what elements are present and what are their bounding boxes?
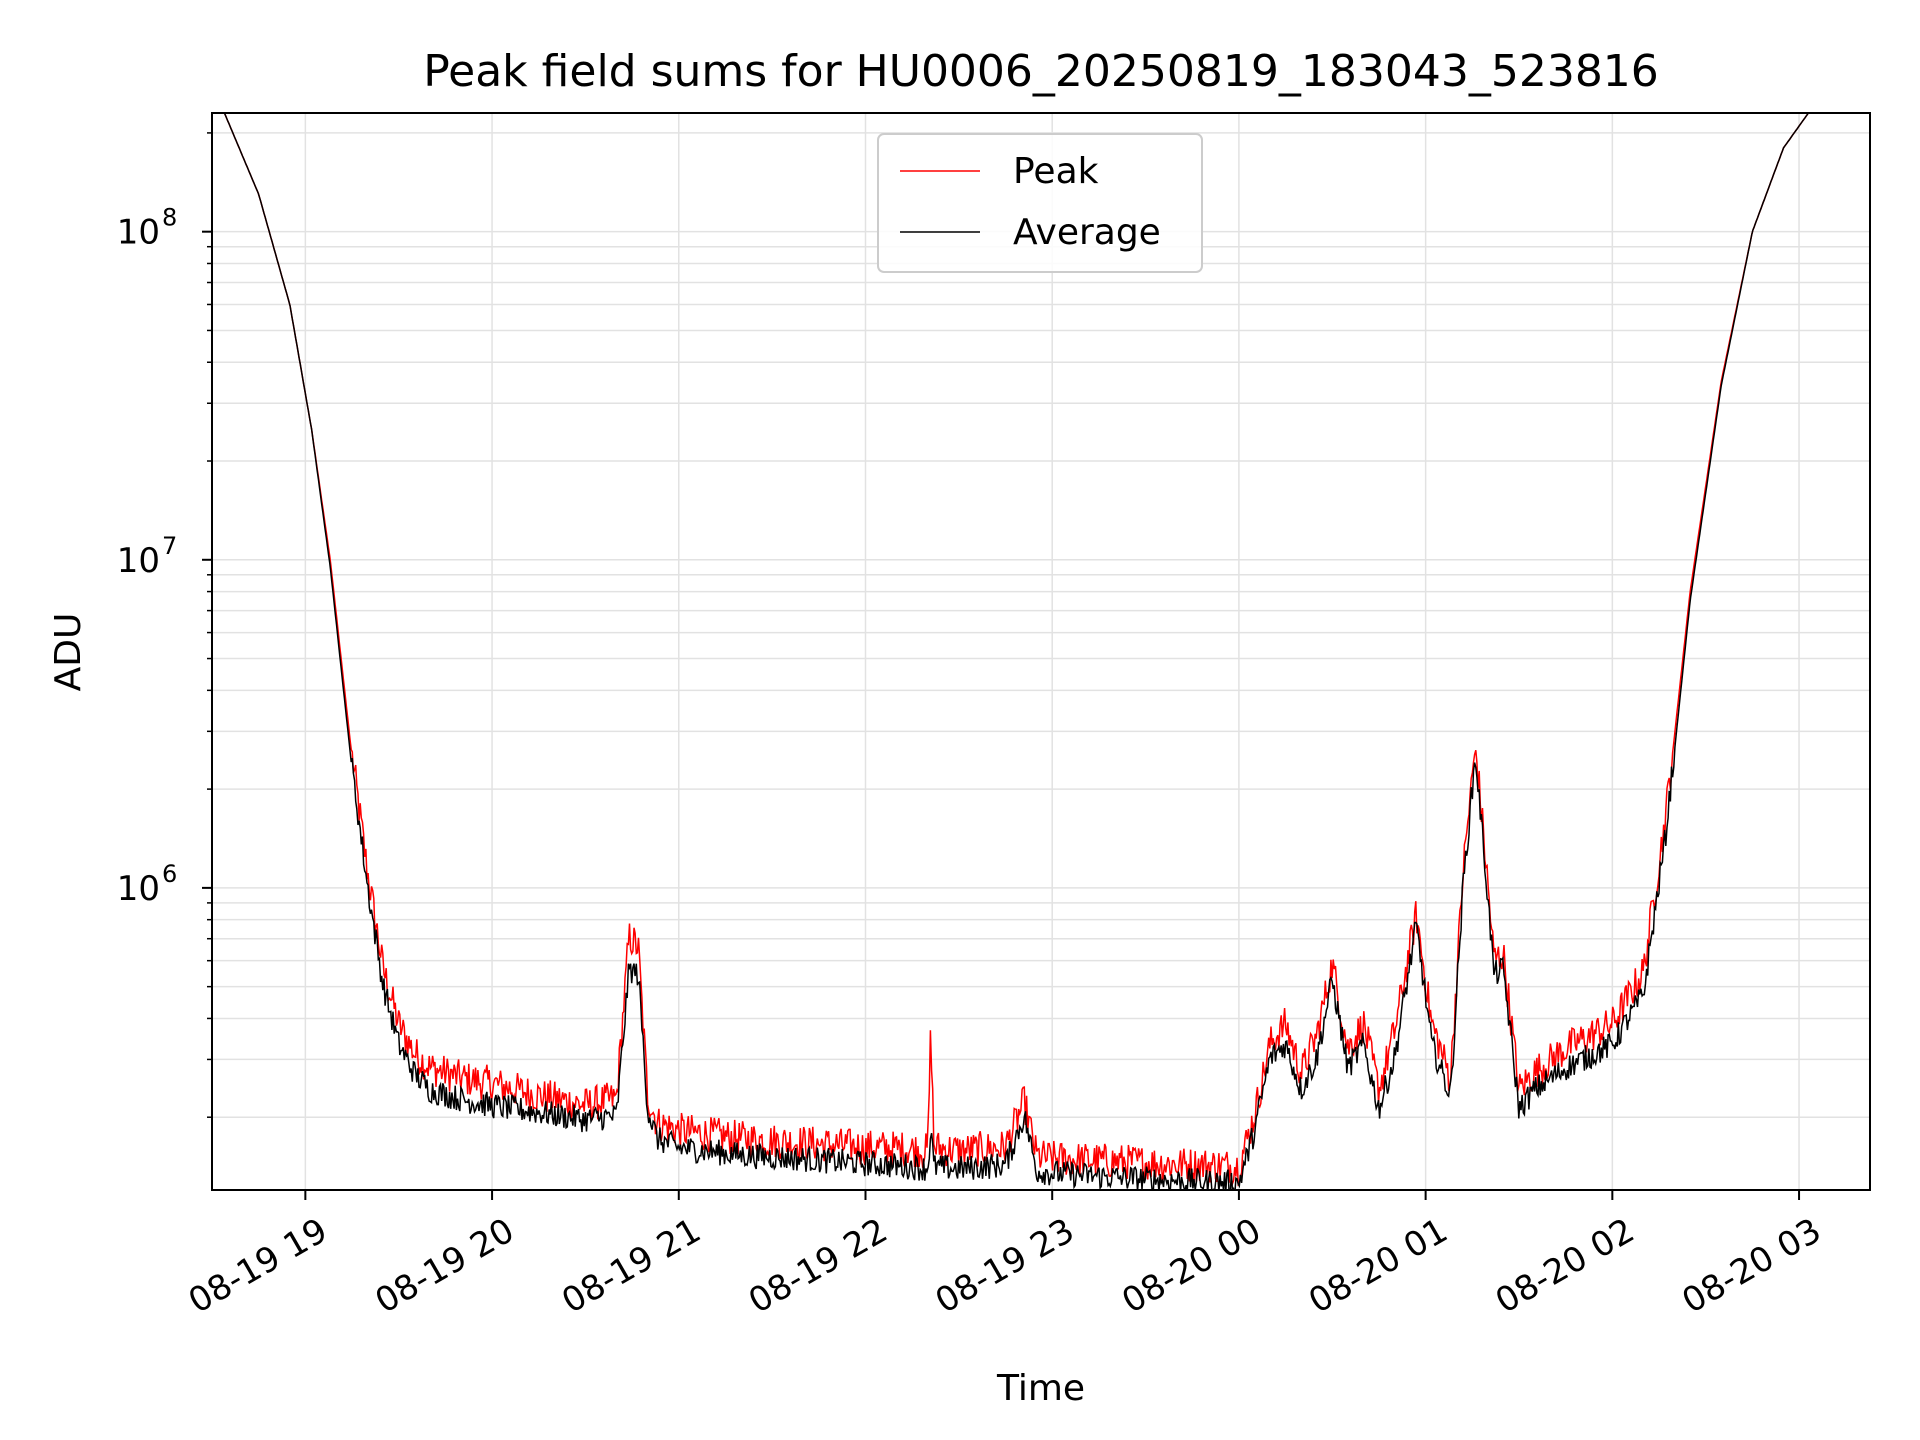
y-tick-exponent: 6: [162, 860, 177, 888]
x-axis: 08-19 19 08-19 20 08-19 21 08-19 22 08-19 23…: [182, 1190, 1828, 1322]
x-axis-label: Time: [996, 1368, 1085, 1409]
legend: Peak Average: [877, 133, 1203, 273]
x-tick-label: 08-19 20: [369, 1211, 521, 1322]
legend-label-peak: Peak: [1013, 151, 1099, 192]
y-axis-label: ADU: [48, 613, 89, 692]
legend-label-average: Average: [1013, 212, 1161, 253]
y-tick-label: 10: [117, 541, 160, 581]
x-tick-label: 08-20 00: [1115, 1211, 1267, 1322]
y-tick-exponent: 7: [162, 532, 177, 560]
y-tick-label: 10: [117, 213, 160, 253]
x-tick-label: 08-20 02: [1489, 1211, 1641, 1322]
x-tick-label: 08-19 21: [555, 1211, 707, 1322]
grid: [212, 113, 1870, 1190]
x-tick-label: 08-19 19: [182, 1211, 334, 1322]
x-tick-label: 08-20 03: [1676, 1211, 1828, 1322]
x-tick-label: 08-19 23: [929, 1211, 1081, 1322]
y-tick-label: 10: [117, 869, 160, 909]
series-line-peak: [223, 113, 1810, 1187]
series-line-average: [223, 113, 1810, 1190]
y-tick-exponent: 8: [162, 204, 177, 232]
x-tick-label: 08-19 22: [742, 1211, 894, 1322]
chart-title: Peak field sums for HU0006_20250819_1830…: [423, 46, 1659, 97]
legend-box: [877, 133, 1203, 273]
plot-frame: [211, 112, 1871, 1191]
plot-area: [223, 113, 1810, 1190]
x-tick-label: 08-20 01: [1302, 1211, 1454, 1322]
